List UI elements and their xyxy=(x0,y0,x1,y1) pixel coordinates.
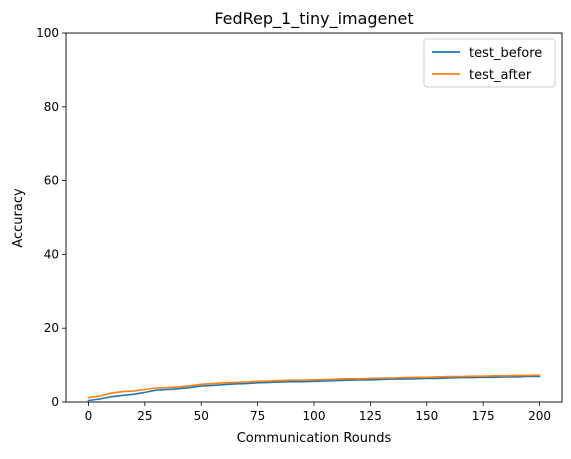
y-axis-label: Accuracy xyxy=(11,188,26,248)
chart-title: FedRep_1_tiny_imagenet xyxy=(214,9,413,29)
x-tick-label: 25 xyxy=(137,409,152,423)
legend-label: test_after xyxy=(469,68,532,83)
x-tick-label: 175 xyxy=(472,409,495,423)
x-tick-label: 75 xyxy=(250,409,265,423)
legend-label: test_before xyxy=(469,46,542,61)
y-tick-label: 100 xyxy=(36,26,59,40)
x-axis-label: Communication Rounds xyxy=(237,431,392,446)
x-tick-label: 150 xyxy=(415,409,438,423)
x-tick-label: 100 xyxy=(303,409,326,423)
plot-frame xyxy=(66,33,562,402)
y-tick-label: 0 xyxy=(51,395,59,409)
y-tick-label: 20 xyxy=(44,321,59,335)
x-tick-label: 50 xyxy=(194,409,209,423)
x-tick-label: 0 xyxy=(85,409,93,423)
x-tick-label: 125 xyxy=(359,409,382,423)
y-tick-label: 60 xyxy=(44,174,59,188)
y-tick-label: 80 xyxy=(44,100,59,114)
plot-area xyxy=(66,33,562,402)
x-tick-label: 200 xyxy=(528,409,551,423)
y-tick-label: 40 xyxy=(44,247,59,261)
legend: test_before test_after xyxy=(424,39,555,87)
